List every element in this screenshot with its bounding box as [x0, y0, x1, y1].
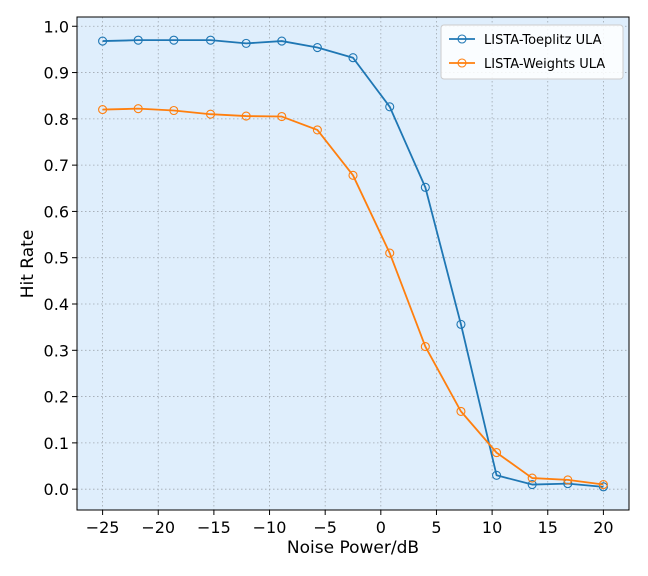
- data-point: [277, 36, 287, 46]
- y-tick-label: 0.2: [44, 388, 69, 407]
- series: [98, 35, 608, 492]
- data-point: [385, 102, 395, 112]
- data-point: [133, 35, 143, 45]
- data-point: [205, 35, 216, 45]
- legend: LISTA-Toeplitz ULA LISTA-Weights ULA: [440, 24, 624, 80]
- x-tick-label: −20: [141, 518, 175, 537]
- data-point: [205, 109, 216, 119]
- data-point: [312, 43, 322, 53]
- data-point: [241, 38, 251, 48]
- legend-marker: [457, 58, 467, 68]
- data-point: [98, 36, 108, 46]
- data-point: [456, 319, 466, 329]
- data-point: [133, 104, 143, 114]
- data-point: [527, 473, 537, 483]
- y-tick-label: 0.3: [44, 341, 69, 360]
- data-point: [169, 105, 179, 116]
- y-tick-label: 0.5: [44, 249, 69, 268]
- data-point: [312, 125, 322, 135]
- data-point: [456, 406, 466, 416]
- data-point: [527, 479, 537, 490]
- data-point: [420, 182, 430, 192]
- data-point: [241, 111, 251, 121]
- data-point: [492, 448, 502, 458]
- legend-label: LISTA-Weights ULA: [484, 57, 605, 72]
- data-point: [598, 482, 608, 492]
- plot-area: [77, 17, 629, 510]
- x-tick-label: −5: [313, 518, 337, 537]
- legend-marker: [457, 34, 467, 44]
- series: [98, 104, 608, 490]
- y-axis: 0.0 0.1 0.2 0.3 0.4 0.5 0.6 0.7 0.8 0.9 1.0: [44, 17, 77, 499]
- plot-frame: [76, 16, 630, 511]
- x-tick-label: 5: [431, 518, 441, 537]
- x-tick-label: 15: [538, 518, 558, 537]
- y-tick-label: 0.0: [44, 480, 69, 499]
- series-layer: [98, 35, 608, 492]
- data-point: [277, 111, 287, 122]
- x-tick-label: −15: [197, 518, 231, 537]
- y-tick-label: 0.4: [44, 295, 69, 314]
- data-point: [98, 105, 108, 115]
- data-point: [385, 248, 395, 258]
- x-tick-label: 20: [593, 518, 613, 537]
- legend-entry: LISTA-Toeplitz ULA: [449, 33, 602, 48]
- data-point: [169, 35, 179, 45]
- data-point: [563, 475, 573, 485]
- y-tick-label: 0.1: [44, 434, 69, 453]
- data-point: [420, 342, 430, 352]
- y-tick-label: 0.6: [44, 202, 69, 221]
- data-point: [348, 170, 358, 180]
- y-tick-label: 0.9: [44, 64, 69, 83]
- legend-label: LISTA-Toeplitz ULA: [484, 33, 602, 48]
- x-tick-label: 10: [482, 518, 502, 537]
- legend-box: [440, 24, 624, 80]
- y-tick-label: 1.0: [44, 17, 69, 36]
- x-tick-label: −10: [253, 518, 287, 537]
- data-point: [348, 53, 358, 63]
- legend-entry: LISTA-Weights ULA: [449, 57, 605, 72]
- x-tick-label: 0: [376, 518, 386, 537]
- y-tick-label: 0.7: [44, 156, 69, 175]
- x-axis-label: Noise Power/dB: [287, 538, 419, 558]
- data-point: [598, 479, 608, 490]
- y-tick-label: 0.8: [44, 110, 69, 129]
- x-axis: −25 −20 −15 −10 −5 0 5 10 15 20: [86, 510, 614, 537]
- series-line: [102, 39, 604, 488]
- series-line: [102, 107, 604, 486]
- y-axis-label: Hit Rate: [18, 230, 38, 299]
- x-tick-label: −25: [86, 518, 120, 537]
- data-point: [492, 470, 502, 480]
